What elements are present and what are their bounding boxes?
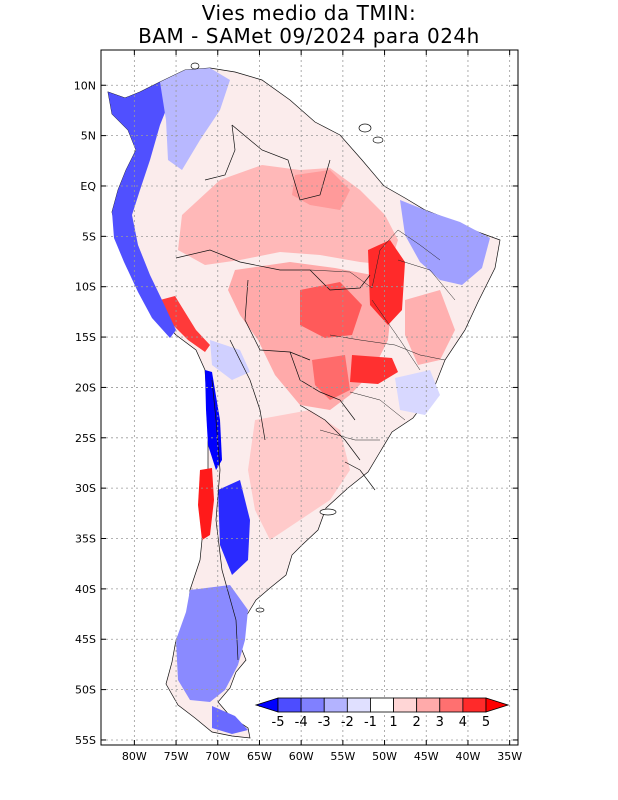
colorbar-label: -5 (272, 715, 285, 730)
colorbar-label: -2 (341, 715, 354, 730)
colorbar-swatch (323, 697, 348, 713)
lat-tick-label: 5S (82, 230, 96, 243)
warm-bias-argentina-north (248, 410, 350, 540)
cold-bias-tierra-del-fuego (212, 706, 248, 734)
lon-tick-label: 60W (289, 750, 314, 763)
lat-tick-label: 15S (75, 331, 96, 344)
colorbar-swatch (370, 697, 394, 713)
lat-tick-label: 50S (75, 684, 96, 697)
lon-tick-label: 50W (372, 750, 397, 763)
lat-tick-label: 35S (75, 533, 96, 546)
map-gridlines (101, 50, 518, 745)
map-title-line2: BAM - SAMet 09/2024 para 024h (138, 24, 480, 48)
islands (190, 62, 384, 613)
colorbar-swatch (416, 697, 441, 713)
cold-bias-andes-argentina (218, 480, 250, 575)
map-frame (100, 49, 519, 746)
colorbar-label: 1 (389, 715, 397, 730)
colorbar-swatch (346, 697, 371, 713)
colorbar-swatch (393, 697, 418, 713)
warm-bias-chile-central (198, 468, 214, 540)
warm-bias-areas (160, 165, 455, 540)
lat-tick-label: 20S (75, 381, 96, 394)
warm-bias-tocantins (368, 240, 405, 325)
colorbar-label: 5 (482, 715, 490, 730)
warm-bias-peru-coast (160, 296, 210, 352)
warm-bias-north (292, 170, 350, 210)
lat-tick-label: EQ (80, 180, 96, 193)
colorbar-label: -1 (364, 715, 377, 730)
lon-tick-label: 75W (164, 750, 189, 763)
warm-bias-northeast-interior (405, 290, 455, 365)
colorbar-swatch (277, 697, 302, 713)
colorbar: -5 -4 -3 -2 -1 1 2 3 4 5 (254, 697, 510, 730)
warm-bias-goias (350, 355, 398, 384)
cold-bias-colombia (160, 68, 230, 170)
warm-bias-mato-grosso-sul (312, 355, 350, 400)
lon-tick-label: 40W (456, 750, 481, 763)
lon-tick-label: 35W (497, 750, 522, 763)
lon-tick-label: 80W (122, 750, 147, 763)
colorbar-label: 3 (436, 715, 444, 730)
colorbar-label: 4 (459, 715, 467, 730)
colorbar-swatch (462, 697, 487, 713)
colorbar-label: -3 (318, 715, 331, 730)
map-plot-area (101, 50, 518, 745)
lon-tick-label: 65W (247, 750, 272, 763)
colorbar-label: -4 (295, 715, 308, 730)
colorbar-label: 2 (413, 715, 421, 730)
country-borders (175, 124, 376, 661)
state-borders (309, 229, 456, 441)
lat-tick-label: 30S (75, 482, 96, 495)
warm-bias-mato-grosso (300, 282, 362, 338)
lon-tick-label: 55W (330, 750, 355, 763)
lat-tick-label: 5N (81, 130, 96, 143)
lon-tick-label: 70W (205, 750, 230, 763)
lat-tick-label: 40S (75, 583, 96, 596)
cold-bias-northeast (400, 200, 490, 285)
lat-tick-label: 55S (75, 734, 96, 747)
cold-bias-patagonia (176, 585, 248, 702)
cold-bias-southeast (395, 370, 440, 415)
axis-ticks: 10N 5N EQ 5S 10S 15S 20S 25S 30S 35S 40S 45S 50S 55S 8… (74, 50, 522, 763)
lat-tick-label: 25S (75, 432, 96, 445)
lat-tick-label: 10N (74, 79, 96, 92)
lat-tick-label: 45S (75, 633, 96, 646)
lon-tick-label: 45W (414, 750, 439, 763)
colorbar-swatch (300, 697, 325, 713)
cold-bias-bolivia-andes (210, 340, 250, 380)
colorbar-max-arrow (485, 697, 510, 713)
lat-tick-label: 10S (75, 281, 96, 294)
map-title-line1: Vies medio da TMIN: (201, 1, 417, 25)
colorbar-swatch (439, 697, 464, 713)
